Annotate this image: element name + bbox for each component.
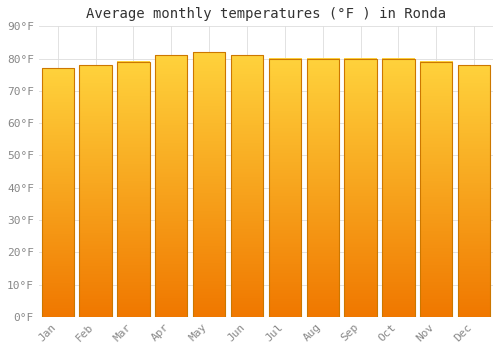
Bar xyxy=(269,58,301,317)
Bar xyxy=(458,65,490,317)
Title: Average monthly temperatures (°F ) in Ronda: Average monthly temperatures (°F ) in Ro… xyxy=(86,7,446,21)
Bar xyxy=(155,55,188,317)
Bar xyxy=(231,55,263,317)
Bar xyxy=(306,58,339,317)
Bar xyxy=(80,65,112,317)
Bar xyxy=(420,62,452,317)
Bar xyxy=(193,52,225,317)
Bar xyxy=(42,68,74,317)
Bar xyxy=(382,58,414,317)
Bar xyxy=(118,62,150,317)
Bar xyxy=(344,58,376,317)
